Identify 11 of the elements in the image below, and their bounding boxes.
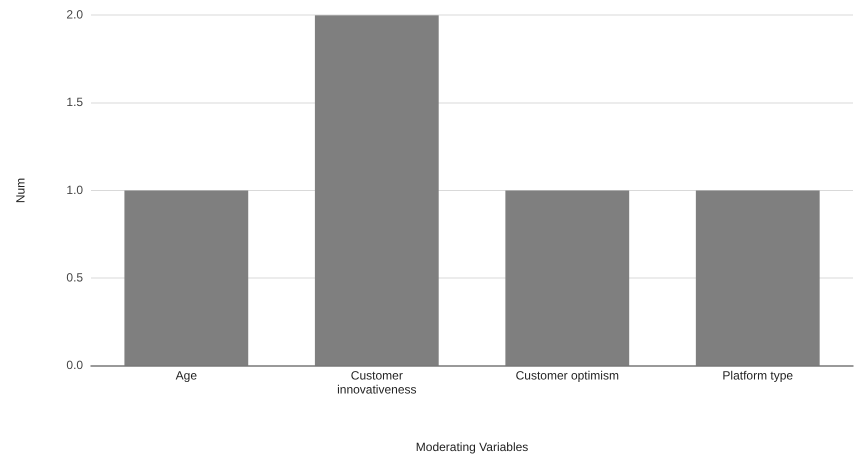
x-tick-label: Customer optimism — [516, 368, 619, 382]
y-tick-label: 0.5 — [66, 270, 84, 284]
y-tick-label: 0.0 — [66, 358, 84, 372]
y-tick-label: 1.5 — [66, 95, 84, 110]
x-axis-title: Moderating Variables — [416, 440, 528, 454]
x-tick-label: Customer innovativeness — [337, 368, 416, 397]
x-tick-label: Age — [176, 368, 198, 382]
y-axis-title: Num — [14, 178, 28, 204]
x-tick-label: Platform type — [722, 368, 794, 382]
y-tick-label: 2.0 — [66, 8, 84, 22]
y-tick-label: 1.0 — [66, 182, 84, 197]
